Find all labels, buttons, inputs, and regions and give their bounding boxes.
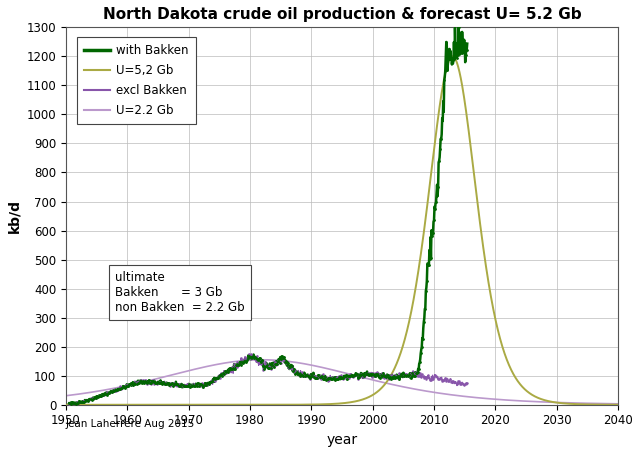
Text: Jean Laherrere Aug 2015: Jean Laherrere Aug 2015 — [66, 419, 195, 429]
Legend: with Bakken, U=5,2 Gb, excl Bakken, U=2.2 Gb: with Bakken, U=5,2 Gb, excl Bakken, U=2.… — [77, 37, 196, 124]
X-axis label: year: year — [326, 433, 358, 447]
Text: ultimate
Bakken      = 3 Gb
non Bakken  = 2.2 Gb: ultimate Bakken = 3 Gb non Bakken = 2.2 … — [115, 271, 244, 314]
Y-axis label: kb/d: kb/d — [7, 199, 21, 233]
Title: North Dakota crude oil production & forecast U= 5.2 Gb: North Dakota crude oil production & fore… — [103, 7, 581, 22]
